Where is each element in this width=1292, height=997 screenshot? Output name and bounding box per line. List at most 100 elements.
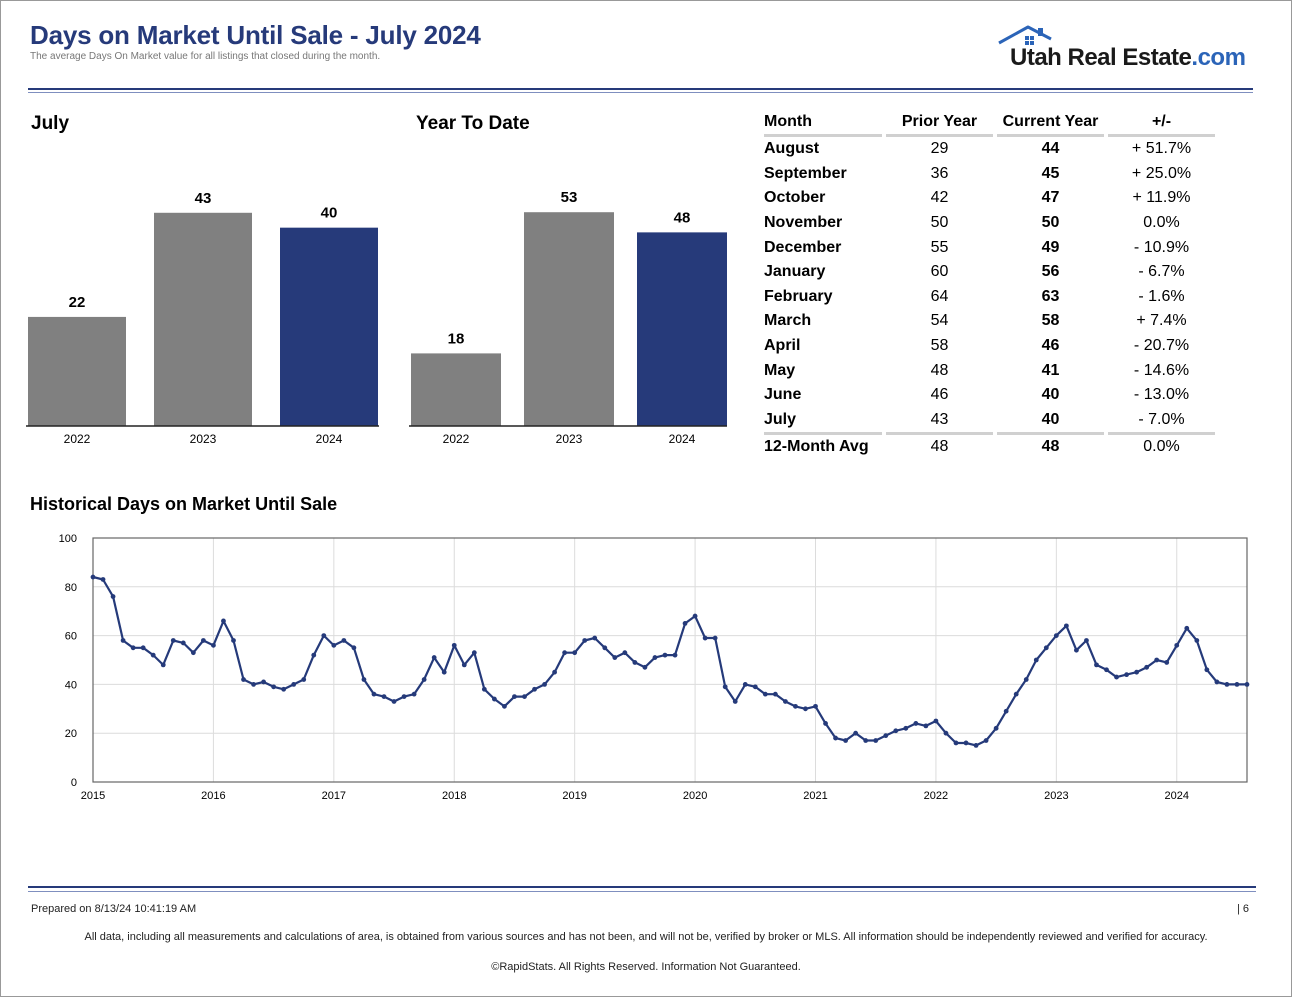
data-point — [371, 691, 377, 697]
table-row: January 60 56 - 6.7% — [764, 260, 1215, 285]
data-point — [341, 638, 347, 643]
data-point — [582, 638, 588, 643]
data-point — [512, 694, 517, 699]
logo-main-text: Utah Real Estate — [1010, 44, 1192, 71]
data-point — [1003, 708, 1009, 714]
logo-text: Utah Real Estate.com — [1010, 44, 1246, 72]
data-point — [562, 650, 568, 656]
data-point — [943, 730, 949, 736]
data-point — [622, 650, 628, 656]
days-on-market-table: Month Prior Year Current Year +/- August… — [760, 111, 1219, 460]
cell-current: 41 — [1041, 361, 1060, 379]
data-point — [261, 679, 266, 685]
data-point — [1184, 625, 1190, 631]
data-point — [110, 594, 116, 599]
data-point — [532, 686, 537, 692]
cell-month: December — [764, 238, 842, 256]
cell-current: 63 — [1041, 287, 1060, 305]
data-point — [1134, 669, 1140, 675]
bar-value-label: 53 — [561, 189, 578, 206]
prepared-date: Prepared on 8/13/24 10:41:19 AM — [31, 903, 197, 915]
bar-value-label: 18 — [448, 330, 465, 347]
data-point — [1244, 682, 1250, 687]
data-point — [251, 682, 256, 687]
cell-current: 45 — [1041, 164, 1060, 182]
cell-change: + 11.9% — [1132, 189, 1191, 207]
data-point — [742, 682, 748, 687]
data-point — [170, 638, 176, 643]
data-point — [90, 574, 96, 580]
data-point — [190, 650, 196, 656]
table-row: March 54 58 + 7.4% — [764, 309, 1215, 334]
cell-current: 40 — [1041, 386, 1060, 404]
cell-change: 0.0% — [1143, 214, 1180, 232]
bar-category-label: 2022 — [443, 432, 470, 446]
copyright: ©RapidStats. All Rights Reserved. Inform… — [491, 961, 801, 973]
cell-avg-change: 0.0% — [1143, 438, 1180, 456]
bar-2022 — [28, 316, 126, 426]
cell-avg-current: 48 — [1041, 438, 1060, 456]
cell-prior: 50 — [930, 214, 949, 232]
series-line — [92, 575, 1247, 747]
cell-change: - 1.6% — [1138, 287, 1185, 305]
cell-change: + 7.4% — [1136, 312, 1187, 330]
bar-value-label: 22 — [69, 294, 86, 311]
cell-prior: 64 — [930, 287, 949, 305]
data-point — [130, 645, 136, 651]
bar-category-label: 2024 — [669, 432, 696, 446]
data-point — [421, 677, 427, 682]
data-point — [702, 635, 708, 641]
table-header-row: Month Prior Year Current Year +/- — [764, 111, 1215, 137]
data-point — [361, 677, 367, 682]
y-tick-label: 60 — [65, 631, 77, 643]
data-point — [1084, 638, 1089, 643]
data-point — [552, 669, 557, 675]
table-row: October 42 47 + 11.9% — [764, 186, 1215, 211]
cell-prior: 60 — [930, 263, 949, 281]
data-point — [813, 703, 818, 709]
data-point — [662, 652, 668, 658]
data-point — [833, 735, 838, 741]
cell-month: November — [764, 214, 843, 232]
data-point — [722, 684, 728, 690]
historical-line-chart: 0 20 40 60 80 100 2015 2016 2017 2018 2019 2020 2021… — [59, 533, 1250, 802]
data-point — [712, 635, 718, 641]
header-month: Month — [764, 111, 882, 137]
data-point — [211, 642, 216, 648]
data-point — [863, 738, 869, 743]
data-point — [762, 691, 768, 697]
x-tick-label: 2021 — [803, 790, 827, 802]
cell-prior: 46 — [930, 386, 949, 404]
x-tick-label: 2019 — [562, 790, 586, 802]
data-point — [772, 691, 778, 697]
data-point — [160, 662, 166, 668]
x-tick-label: 2016 — [201, 790, 225, 802]
data-point — [652, 655, 658, 660]
data-point — [873, 738, 879, 743]
data-point — [351, 645, 357, 651]
data-point — [993, 725, 999, 731]
data-point — [1164, 660, 1170, 665]
data-point — [1104, 667, 1109, 673]
page-title: Days on Market Until Sale - July 2024 — [30, 20, 481, 50]
cell-current: 40 — [997, 408, 1104, 436]
data-point — [752, 684, 758, 690]
data-point — [150, 652, 156, 658]
brand-logo[interactable]: Utah Real Estate.com — [996, 24, 1256, 74]
july-label: July — [31, 113, 70, 134]
footer-rule — [28, 886, 1256, 888]
data-point — [321, 633, 327, 638]
data-point — [381, 694, 387, 699]
header-prior-year: Prior Year — [886, 111, 993, 137]
bar-category-label: 2023 — [556, 432, 583, 446]
cell-change: - 6.7% — [1138, 263, 1185, 281]
y-tick-label: 0 — [71, 777, 77, 789]
data-point — [140, 645, 146, 651]
cell-month: September — [764, 164, 847, 182]
cell-prior: 55 — [930, 238, 949, 256]
data-point — [291, 682, 297, 687]
table-avg-row: 12-Month Avg 48 48 0.0% — [764, 435, 1215, 460]
logo-suffix-text: .com — [1191, 44, 1246, 71]
bar-category-label: 2022 — [64, 432, 91, 446]
x-tick-label: 2020 — [683, 790, 707, 802]
